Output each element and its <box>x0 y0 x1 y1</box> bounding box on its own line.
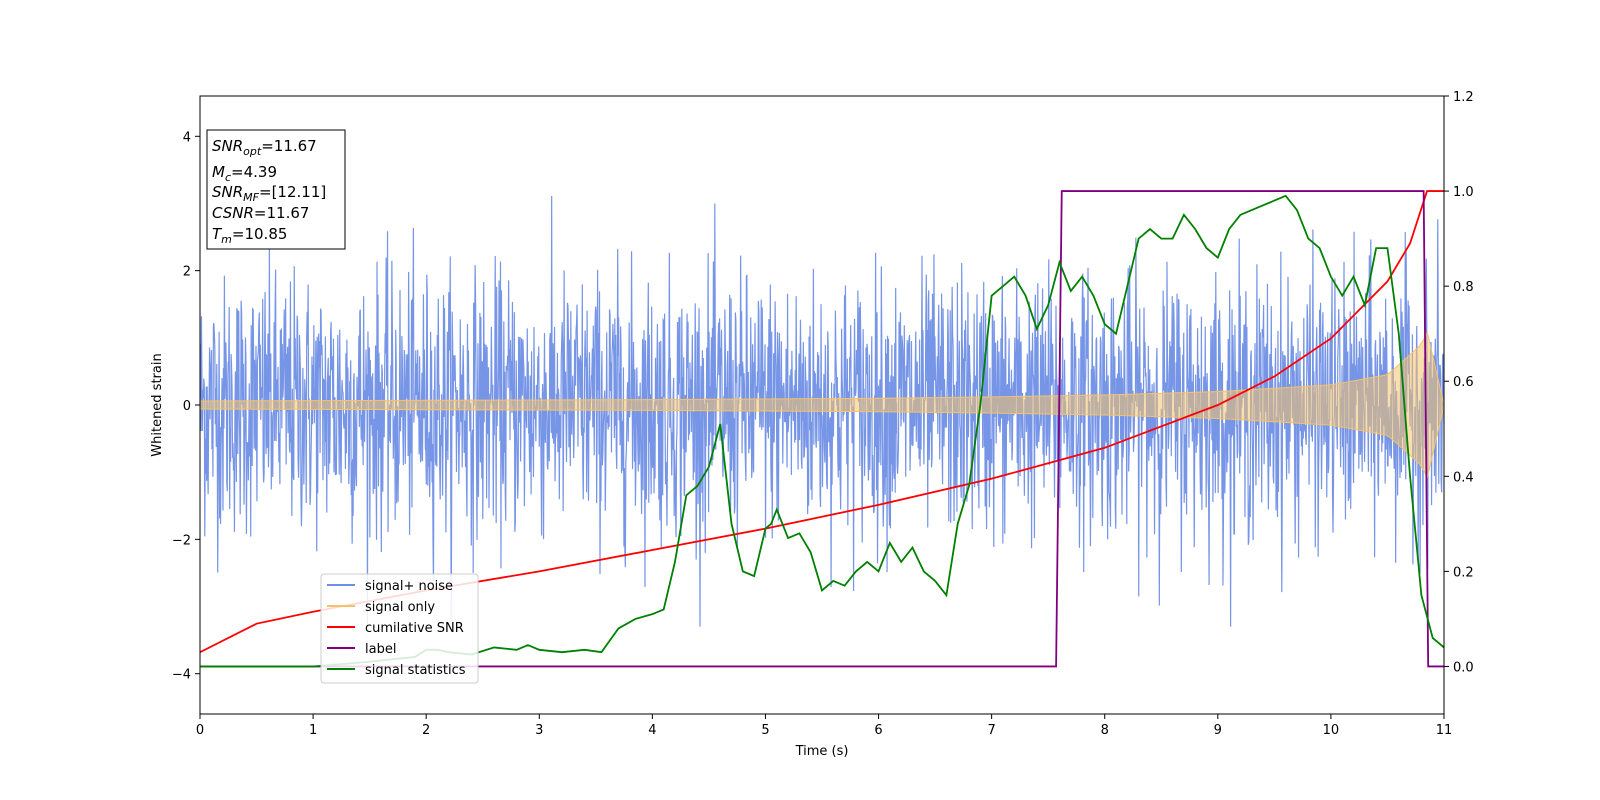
series-line-signal-noise <box>200 195 1444 627</box>
stat-csnr: CSNR=11.67 <box>212 204 309 222</box>
y-left-tick-label: 4 <box>183 130 191 145</box>
legend: signal+ noise signal only cumilative SNR… <box>320 573 479 684</box>
legend-label-signal-statistics: signal statistics <box>365 663 466 678</box>
y-left-tick-label: −4 <box>172 668 191 683</box>
y-left-tick-label: −2 <box>172 533 191 548</box>
y-left-tick-label: 2 <box>183 265 191 280</box>
legend-label-label: label <box>365 642 396 657</box>
legend-label-cumulative-snr: cumilative SNR <box>365 621 464 636</box>
series-area-signal-only <box>200 331 1444 479</box>
x-tick-label: 7 <box>987 723 995 738</box>
stat-snr-opt: SNRopt=11.67 <box>212 137 317 158</box>
y-right-tick-label: 0.8 <box>1453 280 1474 295</box>
x-tick-label: 9 <box>1214 723 1222 738</box>
series-line-label <box>200 190 1444 668</box>
x-tick-label: 2 <box>422 723 430 738</box>
stat-tm: Tm=10.85 <box>212 225 287 246</box>
axes-layer: 0 1 2 3 4 5 6 7 8 9 10 11 −4 −2 0 2 4 0.0 0.2 0.4 0.6 0.8 1.0 1… <box>172 90 1474 738</box>
y-axis-label: Whitened strain <box>150 353 165 456</box>
y-right-tick-label: 0.4 <box>1453 470 1474 485</box>
legend-label-signal-only: signal only <box>365 600 435 615</box>
x-tick-label: 1 <box>309 723 317 738</box>
y-right-tick-label: 0.6 <box>1453 375 1474 390</box>
y-right-tick-label: 1.2 <box>1453 90 1474 105</box>
x-tick-label: 5 <box>761 723 769 738</box>
stats-box: SNRopt=11.67 Mc=4.39 SNRMF=[12.11] CSNR=… <box>206 129 346 250</box>
series-line-signal-statistics <box>200 194 1444 668</box>
stat-mc: Mc=4.39 <box>212 163 277 184</box>
x-axis-label: Time (s) <box>795 744 849 759</box>
x-tick-label: 6 <box>874 723 882 738</box>
y-right-tick-label: 1.0 <box>1453 185 1474 200</box>
y-right-tick-label: 0.2 <box>1453 565 1474 580</box>
stat-snr-mf: SNRMF=[12.11] <box>212 183 326 204</box>
x-tick-label: 11 <box>1436 723 1453 738</box>
x-tick-label: 0 <box>196 723 204 738</box>
x-tick-label: 4 <box>648 723 656 738</box>
x-tick-label: 3 <box>535 723 543 738</box>
y-right-tick-label: 0.0 <box>1453 660 1474 675</box>
y-left-tick-label: 0 <box>183 399 191 414</box>
x-tick-label: 8 <box>1101 723 1109 738</box>
legend-label-signal-noise: signal+ noise <box>365 579 453 594</box>
x-tick-label: 10 <box>1323 723 1340 738</box>
